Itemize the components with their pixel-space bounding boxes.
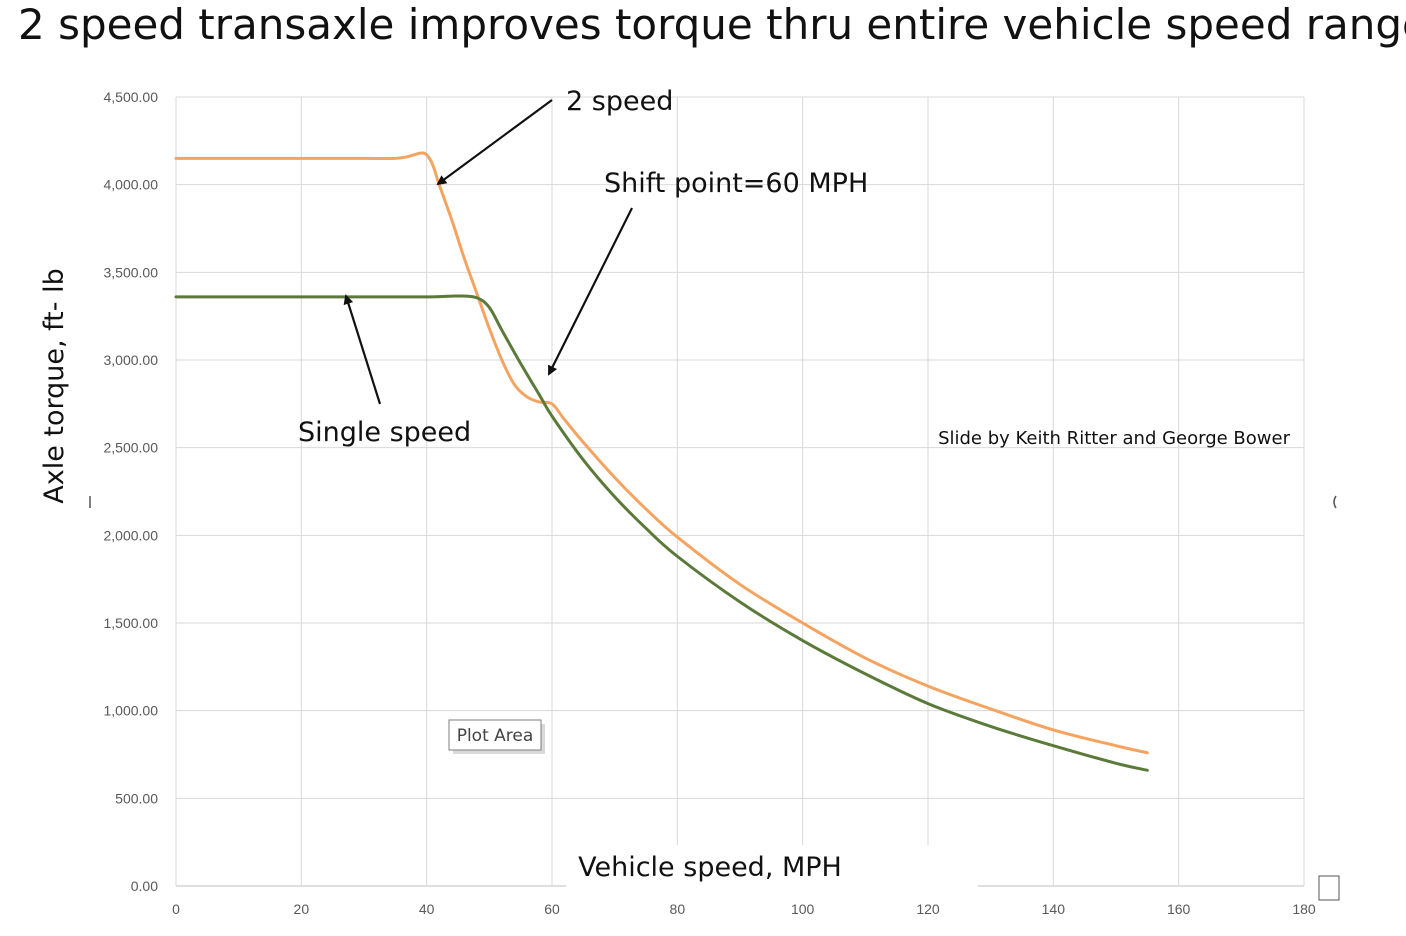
- y-tick-label: 3,000.00: [104, 352, 159, 368]
- gridlines: [175, 96, 1305, 887]
- arrow-2speed: [436, 99, 553, 186]
- xlabel-background: [566, 845, 978, 887]
- annotation-2speed: 2 speed: [566, 86, 673, 117]
- y-tick-label: 1,000.00: [104, 703, 159, 719]
- x-tick-label: 120: [916, 901, 940, 917]
- annotation-single-speed: Single speed: [298, 417, 471, 448]
- x-tick-label: 100: [791, 901, 815, 917]
- y-tick-label: 4,000.00: [104, 177, 159, 193]
- y-tick-label: 500.00: [115, 790, 158, 806]
- y-tick-labels: 0.00 500.00 1,000.00 1,500.00 2,000.00 2,500.…: [104, 89, 159, 894]
- slide-title: 2 speed transaxle improves torque thru e…: [18, 0, 1406, 49]
- plot-area-tooltip-label: Plot Area: [457, 726, 534, 746]
- y-tick-label: 0.00: [131, 878, 158, 894]
- y-tick-label: 3,500.00: [104, 264, 159, 280]
- annotation-shift-point: Shift point=60 MPH: [604, 168, 868, 199]
- selection-handle-right-mid[interactable]: [1333, 495, 1337, 509]
- x-tick-label: 60: [544, 901, 560, 917]
- y-tick-label: 4,500.00: [104, 89, 159, 105]
- series-line-1: [174, 151, 1149, 755]
- arrow-shift-point: [548, 207, 633, 376]
- selection-handle-right-bottom[interactable]: [1318, 875, 1340, 901]
- x-tick-label: 140: [1042, 901, 1066, 917]
- y-tick-label: 1,500.00: [104, 615, 159, 631]
- x-axis-title: Vehicle speed, MPH: [578, 852, 842, 883]
- x-tick-label: 20: [294, 901, 310, 917]
- x-tick-label: 80: [670, 901, 686, 917]
- x-tick-label: 160: [1167, 901, 1191, 917]
- plot-area-tooltip: Plot Area: [448, 719, 545, 754]
- x-tick-labels: 0 20 40 60 80 100 120 140 160 180: [172, 901, 1316, 917]
- x-tick-label: 180: [1292, 901, 1316, 917]
- x-tick-label: 0: [172, 901, 180, 917]
- y-axis-title: Axle torque, ft- lb: [39, 268, 70, 504]
- series-layer: [174, 151, 1149, 772]
- y-tick-label: 2,500.00: [104, 440, 159, 456]
- x-tick-label: 40: [419, 901, 435, 917]
- slide-credit: Slide by Keith Ritter and George Bower: [938, 428, 1291, 449]
- y-tick-label: 2,000.00: [104, 527, 159, 543]
- arrow-single-speed: [343, 294, 382, 405]
- series-line-2: [174, 294, 1149, 772]
